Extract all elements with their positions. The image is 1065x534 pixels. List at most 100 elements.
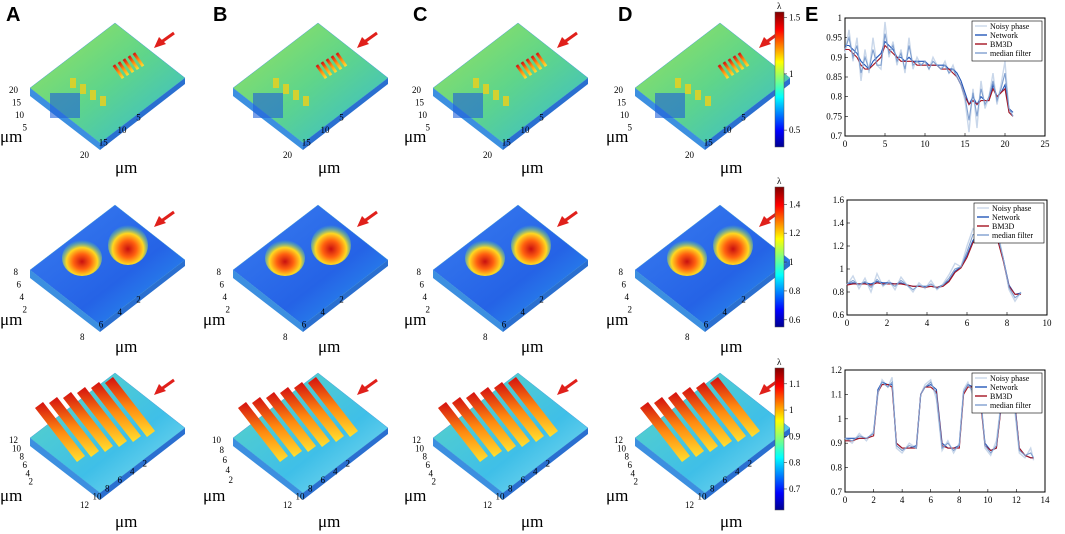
legend-entry: median filter [990, 49, 1031, 58]
surface-tick-left: 4 [223, 292, 228, 302]
panel-letter-a: A [6, 4, 21, 26]
surface-tick-left: 12 [412, 435, 421, 445]
surface-wall-right [100, 260, 185, 332]
surface-bar [705, 96, 711, 106]
annotation-arrow-head [759, 384, 771, 395]
surface-ridge [452, 397, 502, 457]
surface-bar [695, 90, 701, 100]
surface-wall-right [705, 78, 790, 150]
surface-tick-left: 12 [9, 435, 18, 445]
surface-tick-bottom: 2 [136, 295, 141, 305]
surface-bar [717, 64, 730, 80]
x-tick-label: 4 [900, 495, 905, 505]
surface-wall-left [433, 438, 503, 500]
surface-bar [112, 64, 125, 80]
surface-tick-left: 6 [220, 280, 225, 290]
surface-ridge [308, 377, 358, 437]
surface-bar [685, 84, 691, 94]
surface-wall-right [503, 260, 588, 332]
surface-tick-bottom: 10 [521, 125, 531, 135]
surface-tick-left: 20 [412, 85, 422, 95]
surface-tick-left: 10 [212, 435, 222, 445]
surface-tick-bottom: 8 [710, 483, 715, 493]
surface-tick-bottom: 20 [685, 150, 695, 160]
annotation-arrow-head [154, 384, 166, 395]
surface-tick-left: 6 [420, 280, 425, 290]
surface-wall-right [705, 260, 790, 332]
surface-tick-bottom: 2 [539, 295, 544, 305]
surface-ridge [466, 392, 516, 452]
axis-unit-row3-b-left: μm [203, 486, 226, 505]
surface-tick-bottom: 10 [698, 492, 708, 502]
surface-tick-left: 6 [223, 455, 228, 465]
colorbar-gradient [774, 186, 785, 328]
surface-wall-left [233, 438, 303, 500]
surface-tick-left: 5 [426, 123, 431, 133]
surface-peak [465, 240, 505, 276]
axis-unit-row1-d-left: μm [606, 127, 629, 146]
y-tick-label: 0.85 [826, 72, 842, 82]
surface-tick-left: 12 [614, 435, 623, 445]
surface-tick-bottom: 4 [130, 467, 135, 477]
legend-entry: BM3D [990, 392, 1012, 401]
surface-wall-left [635, 438, 705, 500]
annotation-arrow-head [357, 37, 369, 48]
surface-ridge [294, 382, 344, 442]
series-line-median-filter [844, 33, 1014, 121]
legend-entry: median filter [990, 401, 1031, 410]
surface-wall-left [30, 88, 100, 150]
colorbar-label: λ [777, 357, 782, 367]
x-tick-label: 25 [1041, 139, 1051, 149]
legend-box [971, 20, 1043, 62]
axis-unit-row3-c-left: μm [404, 486, 427, 505]
x-tick-label: 6 [965, 318, 970, 328]
surface-wall-right [705, 428, 790, 500]
surface-tick-left: 8 [20, 452, 25, 462]
surface-tick-left: 6 [426, 460, 431, 470]
legend-entry: Noisy phase [990, 374, 1030, 383]
x-tick-label: 15 [961, 139, 971, 149]
surface-tick-left: 6 [622, 280, 627, 290]
surface-plot-r1-c4: 20 15 10 5 20 15 10 5 [614, 22, 791, 160]
surface-tick-bottom: 15 [704, 138, 714, 148]
surface-peak [311, 225, 351, 265]
x-tick-label: 0 [843, 495, 848, 505]
y-tick-label: 0.75 [826, 111, 842, 121]
surface-tick-bottom: 6 [502, 320, 507, 330]
colorbar-tick-label: 1 [789, 257, 794, 267]
surface-plot-r1-c1: 20 15 10 5 20 15 10 5 [9, 22, 186, 160]
surface-tick-bottom: 4 [521, 307, 526, 317]
surface-bar [520, 61, 533, 77]
surface-wall-right [503, 428, 588, 500]
surface-wall-left [233, 88, 303, 150]
surface-bar [117, 61, 130, 77]
axis-unit-row1-b-bottom: μm [318, 158, 341, 177]
surface-tick-left: 2 [628, 305, 633, 315]
legend-entry: BM3D [990, 40, 1012, 49]
surface-wall-left [433, 270, 503, 332]
surface-tick-left: 15 [415, 98, 425, 108]
y-tick-label: 1 [838, 414, 843, 424]
colorbar-tick-label: 1.1 [789, 379, 800, 389]
surface-bar [515, 64, 528, 80]
surface-plot-r2-c3: 8 6 4 2 8 6 4 2 [417, 204, 589, 342]
y-tick-label: 0.8 [831, 92, 843, 102]
surface-shadow [253, 93, 283, 118]
surface-tick-bottom: 8 [105, 483, 110, 493]
surface-tick-bottom: 12 [483, 500, 492, 510]
axis-unit-row2-a-left: μm [0, 310, 23, 329]
colorbar-2: λ 1.4 1.2 1 0.8 0.6 [774, 176, 801, 328]
surface-tick-bottom: 8 [685, 332, 690, 342]
surface-ridge [508, 377, 558, 437]
surface-tick-left: 10 [15, 110, 25, 120]
surface-tick-left: 15 [617, 98, 627, 108]
surface-ridge [35, 402, 85, 462]
surface-tick-left: 10 [418, 110, 428, 120]
surface-ridge [710, 377, 760, 437]
surface-ridge [63, 392, 113, 452]
axis-unit-row1-c-left: μm [404, 127, 427, 146]
legend-entry: median filter [992, 231, 1033, 240]
surface-tick-bottom: 4 [118, 307, 123, 317]
